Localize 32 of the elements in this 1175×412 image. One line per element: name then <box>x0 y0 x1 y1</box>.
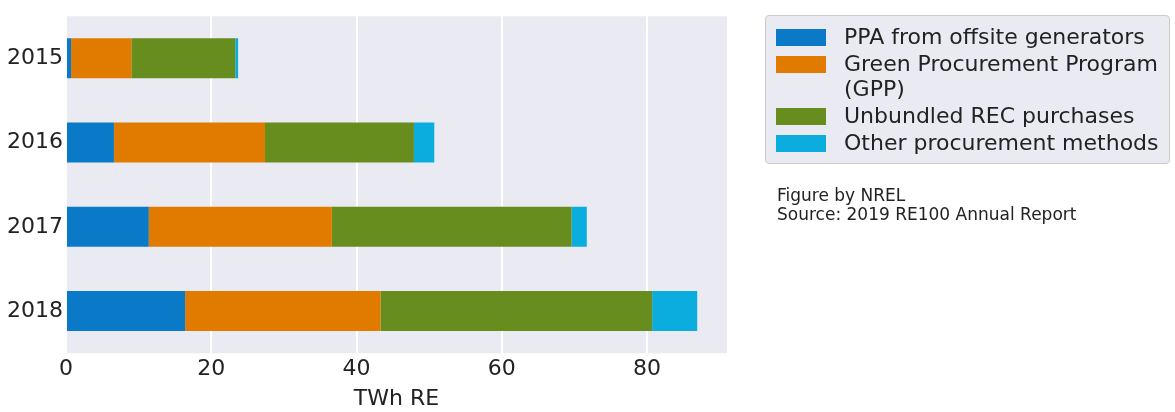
source-note: Source: 2019 RE100 Annual Report <box>777 204 1078 224</box>
text: Figure by NREL <box>777 185 907 205</box>
y-tick-label: 2018 <box>6 296 63 322</box>
bar <box>66 122 114 163</box>
bar <box>66 206 149 247</box>
y-tick-label: 2017 <box>6 212 63 238</box>
y-tick-label: 2015 <box>6 44 63 70</box>
bar <box>131 38 236 79</box>
bar <box>380 291 653 332</box>
bar <box>235 38 239 79</box>
x-tick-label: 80 <box>633 355 662 381</box>
bar <box>185 291 381 332</box>
bar <box>66 38 72 79</box>
bar <box>265 122 414 163</box>
bar <box>66 291 186 332</box>
x-axis-title: TWh RE <box>352 384 440 410</box>
bar <box>413 122 435 163</box>
bar <box>148 206 332 247</box>
x-tick-label: 40 <box>342 355 371 381</box>
legend-label: Unbundled REC purchases <box>844 103 1135 128</box>
bar <box>331 206 572 247</box>
bar <box>571 206 587 247</box>
bar <box>71 38 132 79</box>
bar <box>113 122 266 163</box>
x-tick-label: 60 <box>487 355 516 381</box>
legend-label: PPA from offsite generators <box>844 24 1145 49</box>
bar <box>652 291 698 332</box>
legend-label: Green Procurement Program (GPP) <box>844 51 1159 101</box>
y-tick-label: 2016 <box>6 128 63 154</box>
x-tick-label: 0 <box>58 355 73 381</box>
legend-label: Other procurement methods <box>844 130 1159 155</box>
x-tick-label: 20 <box>197 355 226 381</box>
